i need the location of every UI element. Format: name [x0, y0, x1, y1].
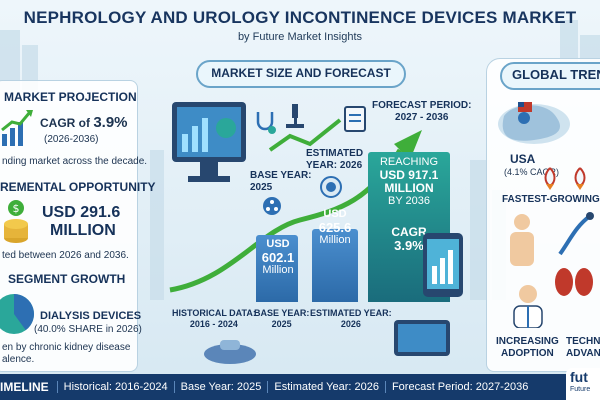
reaching-line-4: BY 2036 — [387, 195, 430, 207]
stethoscope-icon — [256, 112, 276, 134]
tablet-icon — [394, 320, 450, 356]
opportunity-note: ted between 2026 and 2036. — [2, 250, 129, 261]
bar-2026-unit: Million — [319, 234, 351, 246]
projection-period: (2026-2036) — [44, 134, 99, 145]
target-icon — [320, 176, 342, 198]
techn-line-1: TECHN — [566, 336, 600, 347]
usa-label: USA — [510, 152, 536, 166]
base-year-label-1: BASE YEAR: — [250, 170, 312, 181]
center-title-pill — [196, 60, 406, 88]
reaching-line-3: MILLION — [384, 181, 434, 195]
segment-note-1: en by chronic kidney disease — [2, 342, 131, 353]
estimated-bottom-2: 2026 — [340, 319, 361, 329]
segment-name: DIALYSIS DEVICES — [40, 310, 142, 322]
network-icon — [263, 197, 281, 215]
growth-chart-icon — [1, 110, 33, 146]
rocket-icon-1 — [544, 167, 556, 190]
projection-note: nding market across the decade. — [2, 156, 148, 167]
historical-label: HISTORICAL DATA: 2016 - 2024 — [172, 308, 256, 330]
center-title: MARKET SIZE AND FORECAST — [211, 66, 391, 80]
reaching-line-1: REACHING — [379, 156, 439, 168]
bar-2026-label: USD 625.6 Million — [312, 208, 358, 247]
brand-logo-text: fut — [570, 369, 588, 385]
historical-label-1: HISTORICAL DATA: — [172, 308, 256, 318]
historical-label-2: 2016 - 2024 — [189, 319, 238, 329]
opportunity-value-2: MILLION — [50, 222, 116, 239]
techn-line-2: ADVAN — [566, 348, 600, 359]
catheter-icon — [558, 212, 594, 256]
coins-icon: $ — [4, 200, 28, 243]
estimated-year-label-1: ESTIMATED — [306, 148, 364, 159]
cagr-value: 3.9% — [93, 114, 128, 131]
timeline-base-year: Base Year: 2025 — [173, 381, 268, 393]
bar-2025 — [256, 235, 298, 302]
reaching-label: REACHING USD 917.1 MILLION BY 2036 — [368, 156, 450, 208]
reaching-cagr-value: 3.9% — [394, 238, 424, 253]
segment-note-2: alence. — [2, 354, 35, 365]
usa-cagr: (4.1% CAGR) — [504, 167, 560, 177]
body-figure-icon — [510, 214, 534, 266]
bar-2026-value: 625.6 — [318, 220, 352, 235]
estimated-bottom-1: ESTIMATED YEAR: — [310, 308, 392, 318]
bar-2026-prefix: USD — [323, 208, 347, 220]
svg-text:$: $ — [13, 202, 20, 215]
forecast-period-label: FORECAST PERIOD: 2027 - 2036 — [372, 100, 471, 124]
forecast-period-label-2: 2027 - 2036 — [395, 112, 449, 123]
rocket-icon-2 — [574, 167, 586, 190]
segment-title: SEGMENT GROWTH — [8, 272, 126, 286]
bar-chart — [256, 150, 462, 302]
phone-icon — [423, 233, 463, 297]
doctor-icon — [513, 285, 543, 328]
reaching-cagr: CAGR 3.9% — [368, 225, 450, 253]
right-title: GLOBAL TREN — [512, 67, 600, 82]
base-year-bottom-label: BASE YEAR: 2025 — [254, 308, 309, 330]
opportunity-value-1: USD 291.6 — [42, 204, 121, 221]
adoption-line-2: ADOPTION — [501, 348, 554, 359]
clipboard-icon — [344, 106, 366, 132]
segment-share-slice — [14, 294, 35, 331]
bar-2026 — [312, 229, 358, 302]
microscope-icon — [286, 104, 304, 128]
brand-logo-sub: Future — [570, 386, 591, 393]
bar-2025-prefix: USD — [266, 238, 290, 250]
dashboard-monitor-icon — [172, 102, 246, 182]
medical-device-icon — [204, 340, 256, 364]
adoption-label: INCREASING ADOPTION — [496, 336, 559, 360]
bar-2025-value: 602.1 — [261, 250, 295, 265]
cagr-prefix: CAGR of — [40, 116, 94, 130]
timeline-label: IMELINE — [0, 380, 49, 394]
kidney-icon — [555, 268, 593, 296]
base-year-bottom-2: 2025 — [271, 319, 292, 329]
adoption-line-1: INCREASING — [496, 336, 559, 347]
opportunity-title: REMENTAL OPPORTUNITY — [0, 180, 156, 194]
estimated-bottom-label: ESTIMATED YEAR: 2026 — [310, 308, 392, 330]
bar-2025-label: USD 602.1 Million — [258, 238, 298, 277]
fastest-growing-label: FASTEST-GROWING MA — [502, 194, 600, 205]
timeline-forecast: Forecast Period: 2027-2036 — [384, 381, 534, 393]
bar-2025-unit: Million — [262, 264, 294, 276]
segment-pie-chart — [0, 294, 35, 334]
projection-cagr: CAGR of 3.9% — [40, 114, 128, 131]
segment-share: (40.0% SHARE in 2026) — [34, 324, 142, 335]
forecast-period-label-1: FORECAST PERIOD: — [372, 100, 472, 111]
estimated-year-label: ESTIMATED YEAR: 2026 — [306, 148, 363, 172]
timeline-estimated: Estimated Year: 2026 — [267, 381, 385, 393]
base-year-label-2: 2025 — [250, 182, 273, 193]
right-title-pill — [500, 62, 600, 90]
base-year-label: BASE YEAR: 2025 — [250, 170, 312, 194]
timeline-historical: Historical: 2016-2024 — [56, 381, 174, 393]
timeline-bar: IMELINE Historical: 2016-2024 Base Year:… — [0, 374, 600, 400]
projection-title: MARKET PROJECTION — [4, 90, 137, 104]
estimated-year-label-2: YEAR: 2026 — [306, 160, 363, 171]
techn-label: TECHN ADVAN — [566, 336, 600, 360]
reaching-cagr-label: CAGR — [391, 225, 427, 239]
reaching-line-2: USD 917.1 — [379, 168, 439, 182]
page-subtitle: by Future Market Insights — [237, 31, 363, 43]
brand-logo: fut Future — [566, 368, 600, 400]
page-title: NEPHROLOGY AND UROLOGY INCONTINENCE DEVI… — [23, 8, 577, 27]
world-map-icon — [498, 102, 570, 144]
base-year-bottom-1: BASE YEAR: — [254, 308, 310, 318]
